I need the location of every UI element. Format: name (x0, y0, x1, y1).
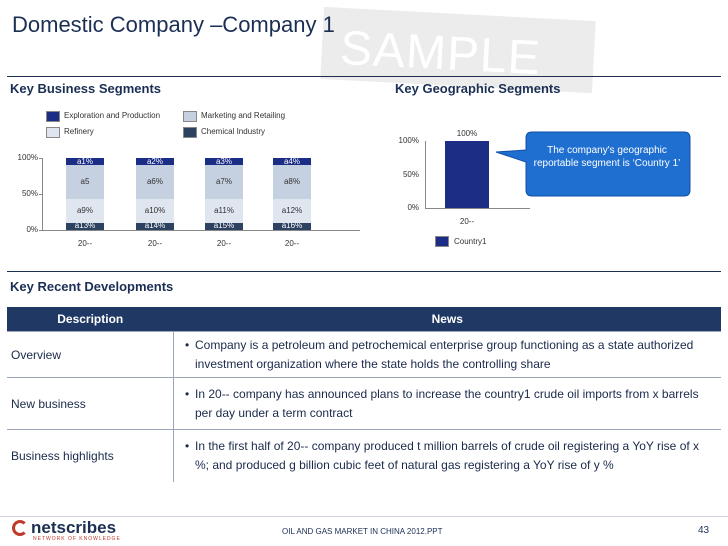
page-title: Domestic Company –Company 1 (12, 12, 335, 37)
legend-label-chemical: Chemical Industry (201, 127, 266, 136)
recent-developments-heading: Key Recent Developments (10, 279, 174, 294)
developments-table: Description News Overview • Company is a … (7, 307, 721, 482)
bar-segment (205, 158, 243, 166)
bar-segment (205, 199, 243, 223)
bar-data-label: a1% (76, 156, 93, 166)
legend-swatch-refinery (46, 127, 60, 138)
section-divider (7, 271, 721, 272)
bar-data-label: 100% (456, 129, 478, 138)
legend-label-country1: Country1 (454, 237, 487, 246)
y-axis-line (42, 158, 43, 230)
bar-segment (136, 222, 174, 230)
news-text: Company is a petroleum and petrochemical… (195, 337, 694, 371)
bar-segment (273, 222, 311, 230)
bar-segment (136, 199, 174, 223)
callout-bubble (495, 131, 691, 197)
bar-data-label: a3% (215, 156, 232, 166)
table-header-news: News (173, 307, 721, 332)
row-description: Business highlights (7, 429, 174, 482)
y-tick-label: 50% (402, 169, 419, 179)
geographic-segments-heading: Key Geographic Segments (395, 81, 561, 96)
bar-data-label: a8% (283, 177, 300, 187)
table-row: Overview • Company is a petroleum and pet… (7, 331, 721, 378)
bar-segment (273, 199, 311, 223)
page-number: 43 (698, 525, 710, 536)
bar-segment (66, 158, 104, 166)
x-axis-line (425, 208, 530, 209)
bar-data-label: a11% (214, 205, 234, 215)
row-description: Overview (7, 331, 174, 378)
row-news: • In the first half of 20-- company produ… (173, 429, 721, 482)
bar-segment (273, 158, 311, 166)
row-description: New business (7, 377, 174, 430)
bar-country1 (445, 141, 489, 208)
y-tick-mark (39, 158, 42, 159)
legend-swatch-chemical (183, 127, 197, 138)
business-segments-heading: Key Business Segments (10, 81, 162, 96)
geographic-segments-chart: 0% 50% 100% 100% 20-- Country1 (0, 0, 530, 247)
bar-segment (205, 165, 243, 200)
row-news: • In 20-- company has announced plans to … (173, 377, 721, 430)
bar-segment (136, 158, 174, 166)
bar-data-label: a10% (144, 205, 166, 215)
legend-swatch-exploration (46, 111, 60, 122)
callout-text: The company's geographic reportable segm… (533, 145, 681, 169)
title-divider (7, 76, 721, 77)
logo-tagline: NETWORK OF KNOWLEDGE (33, 536, 121, 542)
y-tick-label: 0% (26, 225, 38, 234)
y-tick-label: 100% (17, 153, 38, 162)
x-tick-label: 20-- (216, 239, 232, 248)
bar-data-label: a9% (76, 205, 93, 215)
legend-label-marketing: Marketing and Retailing (201, 111, 286, 120)
bar-segment (66, 199, 104, 223)
x-tick-label: 20-- (284, 239, 300, 248)
y-tick-mark (39, 230, 42, 231)
legend-label-refinery: Refinery (64, 127, 94, 136)
footer-divider (0, 516, 728, 517)
bar-data-label: a5 (80, 177, 90, 187)
y-tick-label: 0% (407, 203, 419, 212)
news-text: In the first half of 20-- company produc… (195, 438, 700, 472)
netscribes-logo: netscribes (31, 518, 117, 537)
bar-data-label: a7% (215, 177, 232, 187)
bar-segment (273, 165, 311, 200)
y-tick-label: 50% (21, 189, 38, 198)
table-row: Business highlights • In the first half o… (7, 429, 721, 482)
bar-segment (66, 165, 104, 200)
x-axis-line (42, 230, 360, 231)
x-tick-label: 20-- (77, 239, 93, 248)
x-tick-label: 20-- (459, 217, 475, 226)
bar-segment (66, 222, 104, 230)
y-tick-label: 100% (398, 136, 419, 145)
bar-data-label: a13% (74, 221, 96, 231)
bar-segment (205, 222, 243, 230)
legend-swatch-country1 (435, 236, 449, 247)
business-segments-chart: 0% 50% 100% a13% a9% a5 a1% 20-- a14% a10% a6% a2% 2… (0, 0, 360, 248)
row-news: • Company is a petroleum and petrochemica… (173, 331, 721, 378)
y-axis-line (425, 141, 426, 208)
legend-swatch-marketing (183, 111, 197, 122)
footer-document-name: OIL AND GAS MARKET IN CHINA 2012.PPT (282, 527, 443, 536)
bar-data-label: a4% (283, 156, 300, 166)
bar-data-label: a6% (146, 177, 163, 187)
legend-label-exploration: Exploration and Production (64, 111, 161, 120)
bar-data-label: a12% (281, 205, 303, 215)
x-tick-label: 20-- (147, 239, 163, 248)
netscribes-logo-icon (12, 520, 28, 536)
bar-data-label: a15% (213, 221, 235, 231)
table-row: New business • In 20-- company has announ… (7, 377, 721, 430)
bar-data-label: a2% (146, 156, 163, 166)
bar-data-label: a16% (281, 221, 303, 231)
y-tick-mark (39, 194, 42, 195)
bar-segment (136, 165, 174, 200)
news-text: In 20-- company has announced plans to i… (195, 386, 699, 420)
bar-data-label: a14% (144, 221, 166, 231)
table-header-description: Description (7, 307, 174, 332)
